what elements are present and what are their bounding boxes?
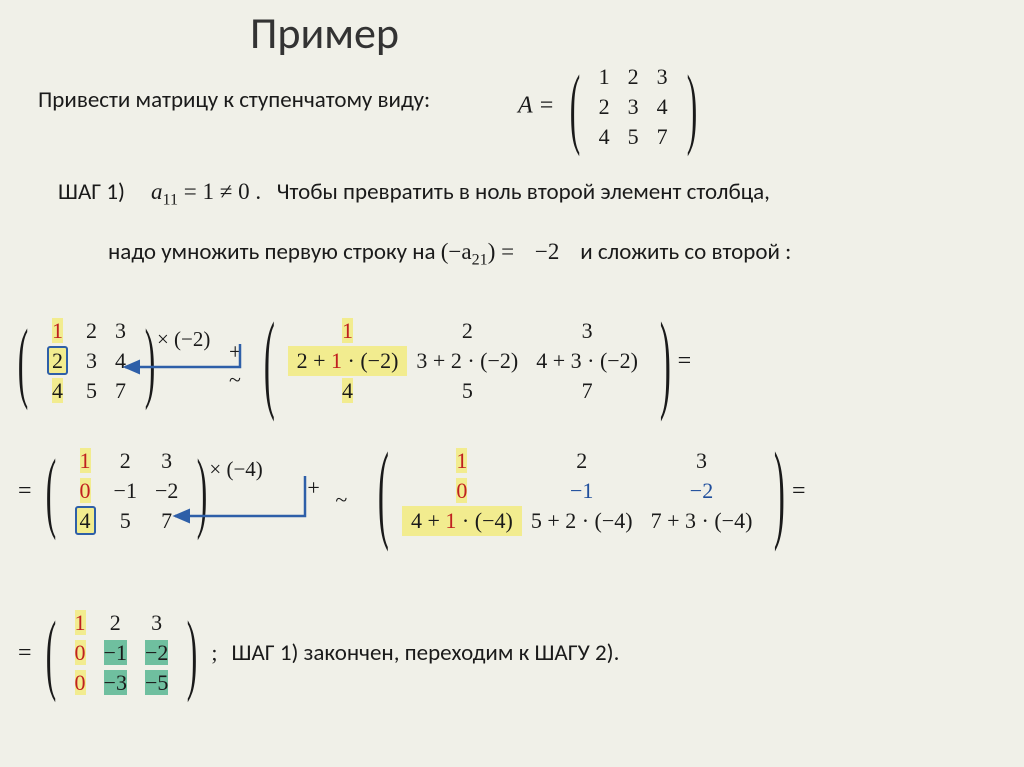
slide: Пример Привести матрицу к ступенчатому в… xyxy=(0,0,1024,767)
calc-row-1: ( 123 234 457 ) × (−2) + ~ ( 123 2 + 1 ·… xyxy=(8,316,691,406)
neg-a21: (−a21) = xyxy=(441,239,514,264)
page-title: Пример xyxy=(250,6,399,60)
matrix-A: 123 234 457 xyxy=(590,62,677,152)
final-text: ШАГ 1) закончен, переходим к ШАГУ 2). xyxy=(231,639,619,667)
intro-text: Привести матрицу к ступенчатому виду: xyxy=(38,86,430,114)
step1-row: ШАГ 1) a11 = 1 ≠ 0 . Чтобы превратить в … xyxy=(58,178,770,210)
step1-line2a: надо умножить первую строку на xyxy=(108,238,441,266)
step1-line2b: и сложить со второй : xyxy=(580,238,791,266)
plus-1: + xyxy=(229,339,241,365)
tilde-1: ~ xyxy=(229,367,241,393)
matrix-A-group: A = ( 123 234 457 ) xyxy=(518,62,707,152)
semicolon: ; xyxy=(211,640,217,666)
op1-label: × (−2) xyxy=(157,327,210,352)
A-label: A = xyxy=(518,92,554,118)
calc-row-2: = ( 123 0−1−2 457 ) × (−4) + ~ ( 123 0−1… xyxy=(18,446,806,536)
eq-2b: = xyxy=(792,478,806,505)
step1-label: ШАГ 1) xyxy=(58,178,125,206)
matrix-M2: 123 2 + 1 · (−2)3 + 2 · (−2)4 + 3 · (−2)… xyxy=(288,316,647,406)
step1-row2: надо умножить первую строку на (−a21) = … xyxy=(108,238,791,270)
intro-row: Привести матрицу к ступенчатому виду: xyxy=(38,86,430,114)
calc-row-3: = ( 123 0−1−2 0−3−5 ) ; ШАГ 1) закончен,… xyxy=(18,608,619,698)
op2-label: × (−4) xyxy=(209,457,262,482)
eq-3: = xyxy=(18,640,32,667)
a11-expr: a11 = 1 ≠ 0 . xyxy=(151,179,261,204)
neg2: −2 xyxy=(535,239,559,264)
eq-1: = xyxy=(678,348,692,375)
step1-line1: Чтобы превратить в ноль второй элемент с… xyxy=(277,178,770,206)
eq-2a: = xyxy=(18,478,32,505)
matrix-M5: 123 0−1−2 0−3−5 xyxy=(66,608,178,698)
matrix-M4: 123 0−1−2 4 + 1 · (−4)5 + 2 · (−4)7 + 3 … xyxy=(402,446,761,536)
matrix-M3: 123 0−1−2 457 xyxy=(66,446,188,536)
tilde-2: ~ xyxy=(335,487,347,513)
matrix-M1: 123 234 457 xyxy=(38,316,135,406)
plus-2: + xyxy=(307,475,319,501)
